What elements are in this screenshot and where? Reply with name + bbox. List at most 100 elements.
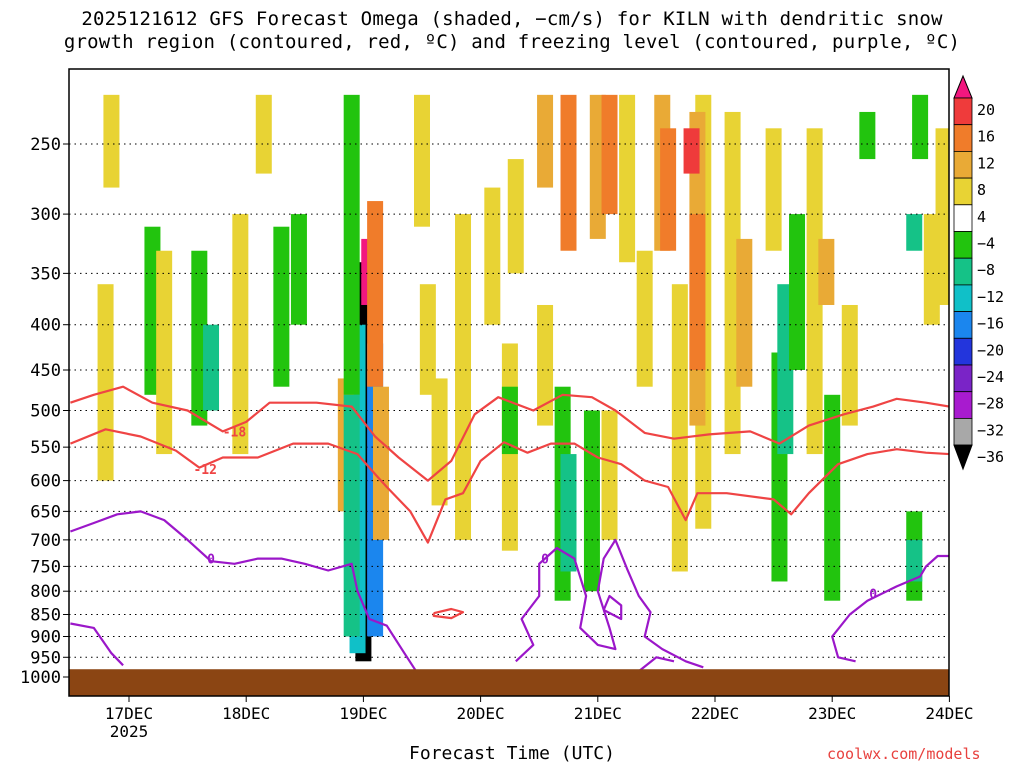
omega-cell-12 <box>273 226 290 387</box>
omega-cell-28 <box>560 94 577 251</box>
y-tick-label-350: 350 <box>30 264 61 284</box>
omega-cell-5 <box>372 386 389 540</box>
colorbar-label-1: 16 <box>977 128 995 146</box>
omega-cell-50 <box>765 128 782 251</box>
omega-cell-30 <box>560 454 577 572</box>
omega-cell-21 <box>431 378 448 506</box>
x-tick-label-17: 17DEC <box>105 704 153 723</box>
y-tick-label-250: 250 <box>30 135 61 155</box>
colorbar-label-3: 8 <box>977 181 986 199</box>
omega-cell-51 <box>806 128 823 455</box>
omega-cell-46 <box>736 238 753 387</box>
omega-cell-24 <box>507 159 524 274</box>
omega-cell-23 <box>484 187 501 325</box>
colorbar-label-10: −24 <box>977 368 1004 386</box>
y-tick-label-900: 900 <box>30 627 61 647</box>
colorbar-top-arrow <box>953 74 973 99</box>
contour--12b <box>432 607 465 620</box>
x-tick-label-19: 19DEC <box>339 704 387 723</box>
colorbar-bin-4 <box>953 177 973 206</box>
omega-cell-55 <box>859 111 876 160</box>
ground-fill <box>69 669 949 696</box>
x-axis-title: Forecast Time (UTC) <box>409 743 615 764</box>
colorbar-label-11: −28 <box>977 395 1004 413</box>
x-tick-label-20: 20DEC <box>457 704 505 723</box>
omega-cell-49 <box>789 214 806 370</box>
colorbar-bin-12 <box>953 391 973 419</box>
y-tick-label-750: 750 <box>30 557 61 577</box>
x-tick-label-24: 24DEC <box>925 704 973 723</box>
colorbar-bin-10 <box>953 337 973 366</box>
omega-cell-53 <box>824 394 841 601</box>
contour-0c <box>602 594 623 621</box>
omega-cell-44 <box>683 128 700 174</box>
contour-label--18: -18 <box>223 425 247 440</box>
colorbar-bin-6 <box>953 231 973 259</box>
omega-cell-36 <box>619 94 636 263</box>
y-tick-label-500: 500 <box>30 402 61 422</box>
omega-cell-31 <box>583 410 600 592</box>
omega-cell-37 <box>636 250 653 387</box>
colorbar-bin-3 <box>953 150 973 179</box>
omega-cell-35 <box>601 410 618 540</box>
x-tick-sublabel-17: 2025 <box>110 722 149 741</box>
colorbar-label-2: 12 <box>977 154 995 172</box>
colorbar-label-6: −8 <box>977 261 995 279</box>
omega-cell-22 <box>455 214 472 540</box>
contour-0f <box>638 656 675 673</box>
contour-label--12: -12 <box>193 463 216 478</box>
omega-cell-11 <box>203 324 220 411</box>
y-tick-label-700: 700 <box>30 531 61 551</box>
y-tick-label-1000: 1000 <box>20 668 61 688</box>
colorbar-bottom-arrow <box>953 444 973 471</box>
omega-cell-8 <box>343 394 360 637</box>
contour--12 <box>69 428 949 544</box>
y-tick-label-650: 650 <box>30 502 61 522</box>
plot-area: -18 -12 0 0 0 250 300 350 400 450 500 550 600 650 700 7… <box>20 68 973 741</box>
x-tick-label-18: 18DEC <box>222 704 270 723</box>
omega-cell-57 <box>906 214 923 251</box>
omega-cell-15 <box>97 284 114 481</box>
y-tick-label-800: 800 <box>30 582 61 602</box>
omega-cell-19 <box>414 94 430 227</box>
colorbar-bin-5 <box>953 204 973 232</box>
omega-cell-26 <box>537 304 554 426</box>
omega-cell-34 <box>601 94 618 215</box>
omega-cell-54 <box>841 304 858 426</box>
omega-cell-61 <box>935 128 949 305</box>
contour-0d <box>831 554 949 663</box>
omega-cell-40 <box>671 284 688 572</box>
colorbar-label-13: −36 <box>977 448 1004 466</box>
omega-cell-27 <box>537 94 554 188</box>
omega-cell-43 <box>689 214 706 370</box>
credit-link[interactable]: coolwx.com/models <box>827 745 981 763</box>
y-tick-label-950: 950 <box>30 648 61 668</box>
colorbar-label-8: −16 <box>977 315 1004 333</box>
colorbar-bin-1 <box>953 97 973 126</box>
contour-label-0d: 0 <box>869 588 877 603</box>
omega-cell-16 <box>156 250 173 455</box>
x-tick-label-22: 22DEC <box>691 704 739 723</box>
colorbar-label-9: −20 <box>977 341 1004 359</box>
colorbar-label-0: 20 <box>977 101 995 119</box>
colorbar-bin-2 <box>953 124 973 152</box>
colorbar: 20 16 12 8 4 −4 −8 −12 −16 −20 −24 −28 −32 −36 <box>953 74 1004 471</box>
colorbar-bin-7 <box>953 257 973 286</box>
omega-cell-39 <box>660 128 677 251</box>
omega-cell-52 <box>818 238 835 305</box>
omega-cell-7 <box>343 94 360 395</box>
colorbar-bin-9 <box>953 311 973 339</box>
colorbar-label-4: 4 <box>977 208 986 226</box>
contour-0 <box>70 510 418 672</box>
omega-cell-18 <box>255 94 272 174</box>
omega-cell-13 <box>290 214 307 325</box>
omega-cell-59 <box>906 539 923 582</box>
contour-0e <box>70 622 124 667</box>
chart-title-line-1: 2025121612 GFS Forecast Omega (shaded, −… <box>81 8 943 30</box>
contour-label-0b: 0 <box>541 553 549 568</box>
x-tick-label-23: 23DEC <box>808 704 856 723</box>
y-tick-label-450: 450 <box>30 361 61 381</box>
colorbar-bin-13 <box>953 417 973 446</box>
y-tick-label-850: 850 <box>30 606 61 626</box>
